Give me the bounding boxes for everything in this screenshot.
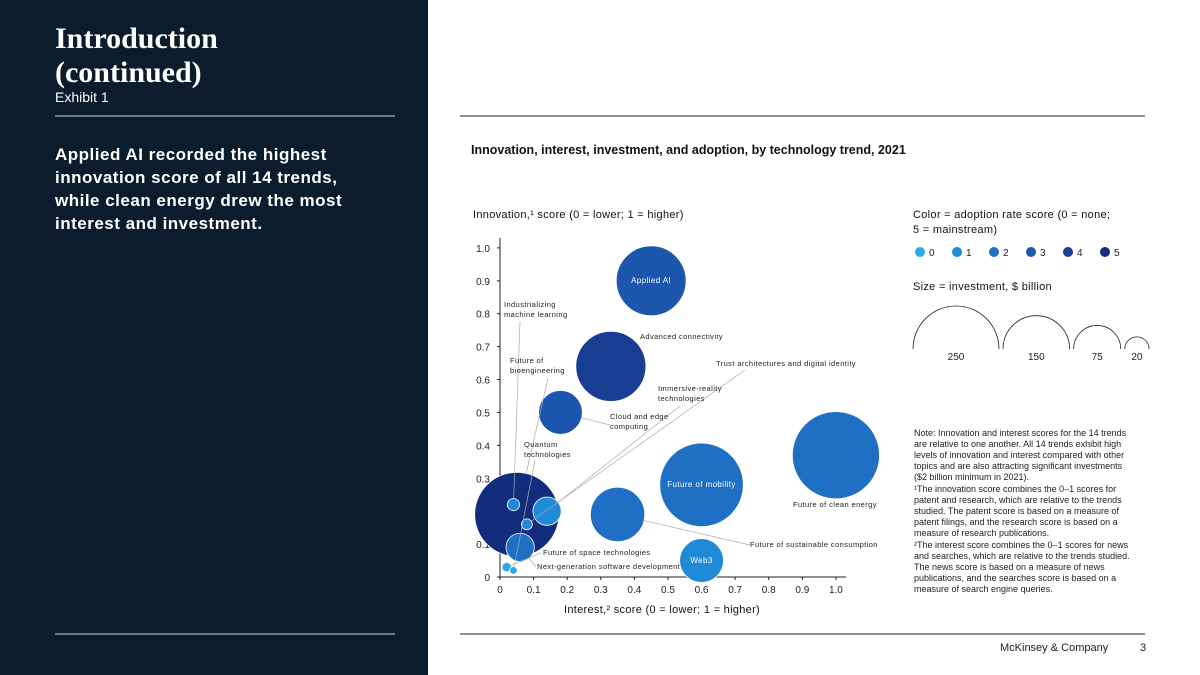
- bubble-label: Quantum technologies: [524, 440, 571, 459]
- legend-label: 4: [1077, 248, 1083, 259]
- size-legend-arc: [1002, 315, 1071, 350]
- footer-company: McKinsey & Company: [1000, 642, 1109, 654]
- y-tick-label: 0.1: [476, 540, 490, 551]
- size-legend-label: 20: [1131, 352, 1143, 363]
- headline: Applied AI recorded the highest innovati…: [55, 145, 343, 233]
- leader-line: [510, 552, 542, 566]
- x-axis-label: Interest,² score (0 = lower; 1 = higher): [564, 604, 761, 616]
- size-legend-label: 75: [1092, 352, 1104, 363]
- legend-label: 3: [1040, 248, 1046, 259]
- bubble: [532, 496, 562, 526]
- bubble: [575, 330, 647, 402]
- page-number: 3: [1140, 642, 1147, 654]
- bubble: [506, 498, 520, 512]
- color-legend-title: Color = adoption rate score (0 = none; 5…: [913, 209, 1111, 236]
- x-tick-label: 0.9: [795, 585, 809, 596]
- leader-line: [528, 558, 537, 568]
- note-paragraph: ²The interest score combines the 0–1 sco…: [914, 540, 1130, 594]
- bubble-label: Next-generation software development: [537, 562, 681, 571]
- legend-label: 2: [1003, 248, 1009, 259]
- x-tick-label: 0.5: [661, 585, 675, 596]
- bubble-label: Trust architectures and digital identity: [716, 359, 856, 368]
- bubble: [615, 245, 687, 317]
- legend-swatch: [1100, 247, 1110, 257]
- bubble-label: Advanced connectivity: [640, 332, 724, 341]
- leader-line: [513, 459, 536, 567]
- y-tick-label: 0.9: [476, 277, 490, 288]
- slide-title: Introduction (continued): [55, 22, 218, 89]
- note-paragraph: ¹The innovation score combines the 0–1 s…: [914, 484, 1122, 538]
- legend-swatch: [952, 247, 962, 257]
- bubble: [521, 518, 533, 531]
- y-tick-label: 0.3: [476, 474, 490, 485]
- leader-line: [557, 405, 681, 503]
- bubble-label: Web3: [690, 555, 713, 565]
- y-tick-label: 1.0: [476, 244, 490, 255]
- sidebar-bg: [0, 0, 428, 675]
- bubble-label: Future of sustainable consumption: [750, 540, 878, 549]
- bubble-label: Future of mobility: [667, 479, 736, 489]
- note: Note: Innovation and interest scores for…: [914, 428, 1132, 596]
- bubble-label: Future of space technologies: [543, 548, 651, 557]
- y-axis-label: Innovation,¹ score (0 = lower; 1 = highe…: [473, 209, 684, 221]
- bubble-label: Future of clean energy: [793, 500, 877, 509]
- legend-label: 1: [966, 248, 972, 259]
- size-legend-arc: [912, 305, 1000, 350]
- x-tick-label: 1.0: [829, 585, 843, 596]
- bubble-label: Applied AI: [631, 275, 672, 285]
- size-legend-label: 250: [948, 352, 965, 363]
- bubble: [659, 442, 744, 528]
- x-tick-label: 0.2: [560, 585, 574, 596]
- bubble: [538, 390, 583, 435]
- y-tick-label: 0.5: [476, 408, 490, 419]
- note-paragraph: Note: Innovation and interest scores for…: [914, 428, 1127, 482]
- bubble: [509, 566, 518, 575]
- bubble: [791, 411, 880, 500]
- leader-line: [531, 369, 746, 522]
- y-tick-label: 0.4: [476, 441, 490, 452]
- legend-swatch: [915, 247, 925, 257]
- x-tick-label: 0.1: [527, 585, 541, 596]
- legend-label: 0: [929, 248, 935, 259]
- y-tick-label: 0.6: [476, 376, 490, 387]
- x-tick-label: 0.8: [762, 585, 776, 596]
- size-legend-title: Size = investment, $ billion: [913, 281, 1052, 293]
- size-legend-arc: [1124, 336, 1150, 350]
- legend-swatch: [1026, 247, 1036, 257]
- bubble: [589, 486, 646, 543]
- bubble-label: Future of bioengineering: [510, 356, 565, 375]
- size-legend-arc: [1073, 325, 1122, 350]
- leader-line: [513, 321, 521, 499]
- legend-label: 5: [1114, 248, 1120, 259]
- x-tick-label: 0.7: [728, 585, 742, 596]
- leader-line: [525, 377, 549, 474]
- bubble-label: Industrializing machine learning: [504, 300, 568, 319]
- leader-line: [581, 417, 611, 426]
- size-legend-label: 150: [1028, 352, 1045, 363]
- bubble-label: Immersive-reality technologies: [658, 384, 722, 403]
- y-tick-label: 0: [484, 573, 490, 584]
- bubble-label: Cloud and edge computing: [610, 412, 669, 431]
- x-tick-label: 0: [497, 585, 503, 596]
- legend-swatch: [989, 247, 999, 257]
- x-tick-label: 0.3: [594, 585, 608, 596]
- leader-line: [643, 520, 751, 546]
- legend-swatch: [1063, 247, 1073, 257]
- y-tick-label: 0.7: [476, 343, 490, 354]
- bubble: [679, 538, 724, 583]
- x-tick-label: 0.4: [627, 585, 641, 596]
- chart-title: Innovation, interest, investment, and ad…: [471, 143, 906, 157]
- x-tick-label: 0.6: [695, 585, 709, 596]
- y-tick-label: 0.8: [476, 310, 490, 321]
- exhibit: Exhibit 1: [55, 89, 109, 105]
